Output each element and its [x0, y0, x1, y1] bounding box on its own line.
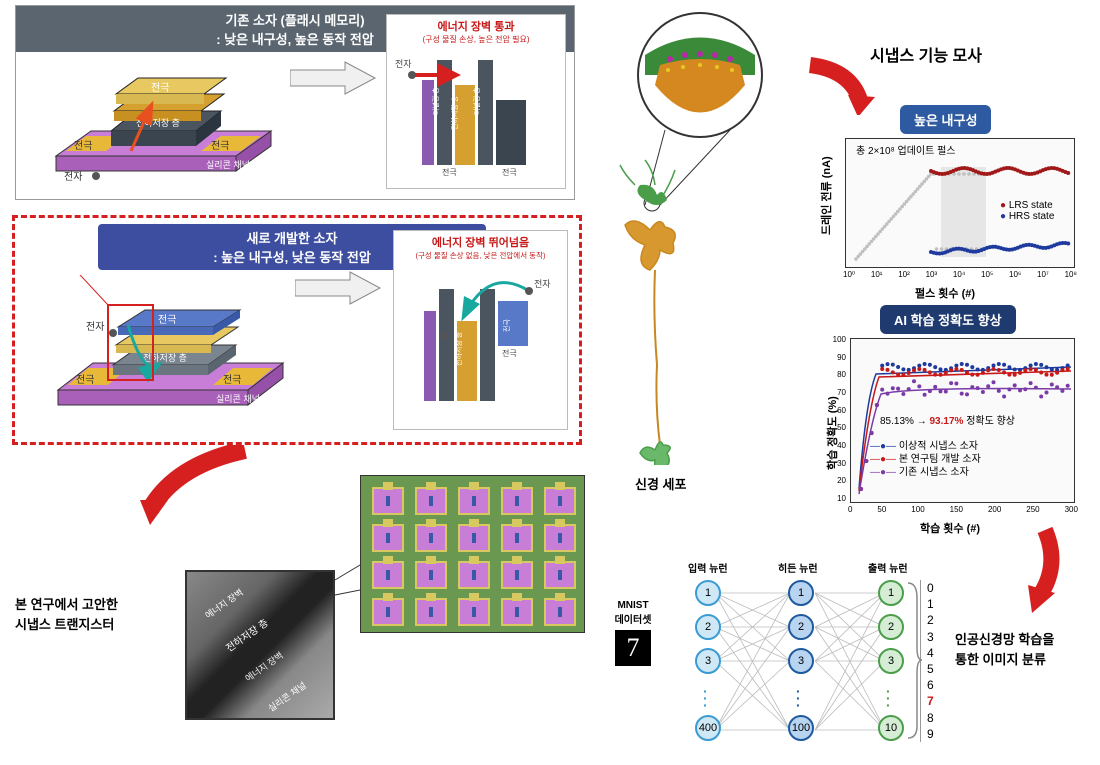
new-energy-diagram: 에너지 장벽 뛰어넘음 (구성 물질 손상 없음, 낮은 전압에서 동작) 전하… — [393, 230, 568, 430]
tem-image: 에너지 장벽 전하저장 층 에너지 장벽 실리콘 채널 — [185, 570, 335, 720]
tem-label-2: 전하저장 층 — [222, 614, 271, 654]
nn-h-2: 2 — [788, 614, 814, 640]
nn-in-2: 2 — [695, 614, 721, 640]
nn-col-input: 입력 뉴런 — [688, 560, 728, 575]
new-title-1: 새로 개발한 소자 — [247, 231, 338, 246]
caption-synapse-transistor: 본 연구에서 고안한시냅스 트랜지스터 — [15, 595, 118, 634]
badge-endurance: 높은 내구성 — [900, 105, 991, 134]
flash-energy-svg: 전극 터널링 층 전하저장 층 터널링 층 전극 전자 — [387, 45, 567, 190]
endurance-ylabel: 드레인 전류 (nA) — [818, 156, 834, 235]
red-arrow-synapse — [800, 55, 880, 115]
flash-title-1: 기존 소자 (플래시 메모리) — [225, 13, 364, 28]
nn-o-3: 3 — [878, 648, 904, 674]
svg-text:터널링 층: 터널링 층 — [431, 87, 440, 115]
panel-flash-memory: 기존 소자 (플래시 메모리) : 낮은 내구성, 높은 동작 전압 전극 전극… — [15, 5, 575, 200]
new-energy-svg: 전하저장 층 전극 전극 전자 — [394, 261, 569, 426]
flash-energy-sub: (구성 물질 손상, 높은 전압 필요) — [387, 34, 565, 45]
accuracy-xticks: 050100150200250300 — [848, 505, 1078, 514]
mnist-digit-image: 7 — [615, 630, 651, 666]
nn-h-3: 3 — [788, 648, 814, 674]
accuracy-yticks: 102030405060708090100 — [830, 335, 846, 503]
mnist-label: MNIST데이터셋 — [608, 600, 658, 626]
flash-energy-diagram: 에너지 장벽 통과 (구성 물질 손상, 높은 전압 필요) 전극 터널링 층 … — [386, 14, 566, 189]
nn-h-dots: ··· — [796, 688, 801, 709]
flash-title-2: : 낮은 내구성, 높은 동작 전압 — [216, 32, 374, 47]
tem-label-4: 실리콘 채널 — [265, 679, 308, 715]
svg-text:전하저장 층: 전하저장 층 — [454, 331, 463, 366]
new-energy-title: 에너지 장벽 뛰어넘음 — [394, 231, 567, 250]
nn-o-dots: ··· — [886, 688, 891, 709]
svg-text:전극: 전극 — [502, 319, 511, 332]
svg-text:전극: 전극 — [211, 140, 229, 152]
svg-text:전극: 전극 — [442, 167, 457, 177]
svg-text:실리콘 채널: 실리콘 채널 — [216, 394, 260, 404]
nn-o-1: 1 — [878, 580, 904, 606]
tem-label-3: 에너지 장벽 — [242, 649, 285, 685]
endurance-legend: ● LRS state ● HRS state — [1000, 200, 1054, 222]
svg-text:전극: 전극 — [223, 374, 241, 386]
svg-text:전하저장 층: 전하저장 층 — [143, 353, 187, 363]
svg-text:전극: 전극 — [151, 82, 169, 94]
svg-text:전극: 전극 — [76, 374, 94, 386]
svg-text:전자: 전자 — [534, 279, 551, 289]
red-arrow-bottom-left — [140, 445, 260, 525]
svg-text:총 2×10⁸ 업데이트 펄스: 총 2×10⁸ 업데이트 펄스 — [856, 144, 955, 157]
accuracy-xlabel: 학습 횟수 (#) — [920, 520, 980, 536]
endurance-xlabel: 펄스 횟수 (#) — [915, 285, 975, 301]
badge-accuracy: AI 학습 정확도 향상 — [880, 305, 1016, 334]
nn-col-hidden: 히든 뉴런 — [778, 560, 818, 575]
svg-text:전자: 전자 — [64, 171, 82, 183]
svg-text:전극: 전극 — [502, 348, 517, 358]
nn-h-1: 1 — [788, 580, 814, 606]
svg-text:전극: 전극 — [502, 167, 517, 177]
svg-text:전극: 전극 — [74, 140, 92, 152]
svg-text:실리콘 채널: 실리콘 채널 — [206, 160, 250, 170]
panel-new-device: 새로 개발한 소자 : 높은 내구성, 낮은 동작 전압 전극 전극 전극 전하… — [18, 220, 576, 440]
accuracy-legend: —●— 이상적 시냅스 소자 —●— 본 연구팀 개발 소자 —●— 기존 시냅… — [870, 440, 981, 479]
neuron-illustration — [605, 5, 805, 465]
svg-text:전극: 전극 — [158, 314, 176, 326]
svg-text:터널링 층: 터널링 층 — [472, 87, 481, 115]
arrow-new-to-diagram — [295, 270, 385, 310]
flash-device-3d: 전극 전극 전극 전하저장 층 실리콘 채널 전자 — [36, 56, 296, 196]
synapse-mimic-title: 시냅스 기능 모사 — [870, 45, 982, 69]
nn-h-100: 100 — [788, 715, 814, 741]
bracket — [905, 578, 923, 743]
nn-in-dots: ··· — [703, 688, 708, 709]
red-arrow-to-nn — [1000, 525, 1080, 615]
svg-text:전자: 전자 — [86, 321, 104, 333]
nn-col-output: 출력 뉴런 — [868, 560, 908, 575]
nn-in-1: 1 — [695, 580, 721, 606]
flash-energy-title: 에너지 장벽 통과 — [387, 15, 565, 34]
chip-array — [360, 475, 585, 633]
new-title-2: : 높은 내구성, 낮은 동작 전압 — [213, 250, 371, 265]
svg-text:전하저장 층: 전하저장 층 — [450, 95, 459, 130]
new-device-3d: 전극 전극 전극 전하저장 층 실리콘 채널 전자 — [38, 275, 308, 435]
svg-text:전자: 전자 — [395, 59, 412, 69]
caption-nn-classify: 인공신경망 학습을통한 이미지 분류 — [955, 630, 1054, 669]
neuron-label: 신경 세포 — [635, 475, 686, 495]
tem-label-1: 에너지 장벽 — [202, 586, 245, 622]
nn-in-3: 3 — [695, 648, 721, 674]
new-energy-sub: (구성 물질 손상 없음, 낮은 전압에서 동작) — [394, 250, 567, 261]
endurance-xticks: 10⁰10¹10²10³10⁴10⁵10⁶10⁷10⁸ — [843, 270, 1077, 279]
nn-in-400: 400 — [695, 715, 721, 741]
accuracy-note: 85.13% → 93.17% 정확도 향상 — [880, 412, 1015, 427]
nn-o-10: 10 — [878, 715, 904, 741]
arrow-flash-to-diagram — [290, 60, 380, 100]
nn-o-2: 2 — [878, 614, 904, 640]
